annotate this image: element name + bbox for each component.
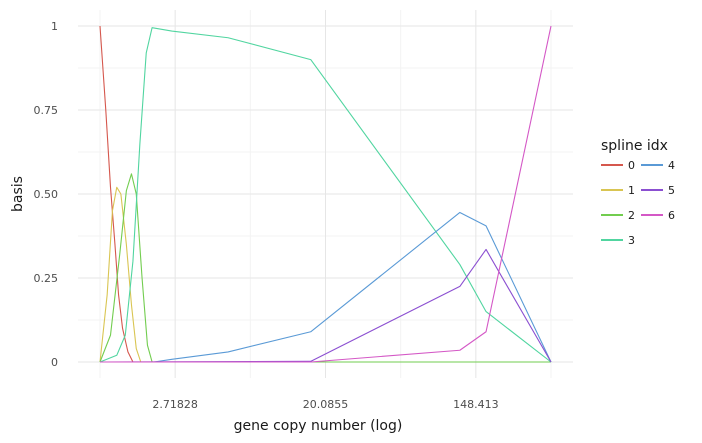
y-axis-title: basis <box>10 176 26 212</box>
grid-major <box>78 10 573 378</box>
y-tick-label-1: 0.25 <box>34 272 59 285</box>
x-tick-labels: 2.71828 20.0855 148.413 <box>152 398 498 411</box>
legend-items: 0 1 2 3 4 5 6 <box>601 159 675 247</box>
x-tick-label-2: 148.413 <box>453 398 499 411</box>
series-line-3 <box>99 27 552 363</box>
y-tick-label-2: 0.50 <box>34 188 59 201</box>
series-line-6 <box>100 25 552 363</box>
series-line-2 <box>99 173 551 363</box>
legend-label-3: 3 <box>628 234 635 247</box>
legend-label-5: 5 <box>668 184 675 197</box>
series-line-0 <box>99 25 551 363</box>
legend-label-1: 1 <box>628 184 635 197</box>
y-tick-label-3: 0.75 <box>34 104 59 117</box>
legend-label-6: 6 <box>668 209 675 222</box>
legend: spline idx 0 1 2 3 4 5 6 <box>601 138 675 247</box>
legend-title: spline idx <box>601 138 668 154</box>
y-tick-label-0: 0 <box>51 356 58 369</box>
legend-label-2: 2 <box>628 209 635 222</box>
x-tick-label-0: 2.71828 <box>152 398 198 411</box>
x-tick-label-1: 20.0855 <box>303 398 349 411</box>
y-tick-label-4: 1 <box>51 20 58 33</box>
x-axis-title: gene copy number (log) <box>234 418 403 434</box>
series-layer <box>99 25 552 363</box>
legend-label-4: 4 <box>668 159 675 172</box>
y-tick-labels: 0 0.25 0.50 0.75 1 <box>34 20 59 369</box>
legend-label-0: 0 <box>628 159 635 172</box>
